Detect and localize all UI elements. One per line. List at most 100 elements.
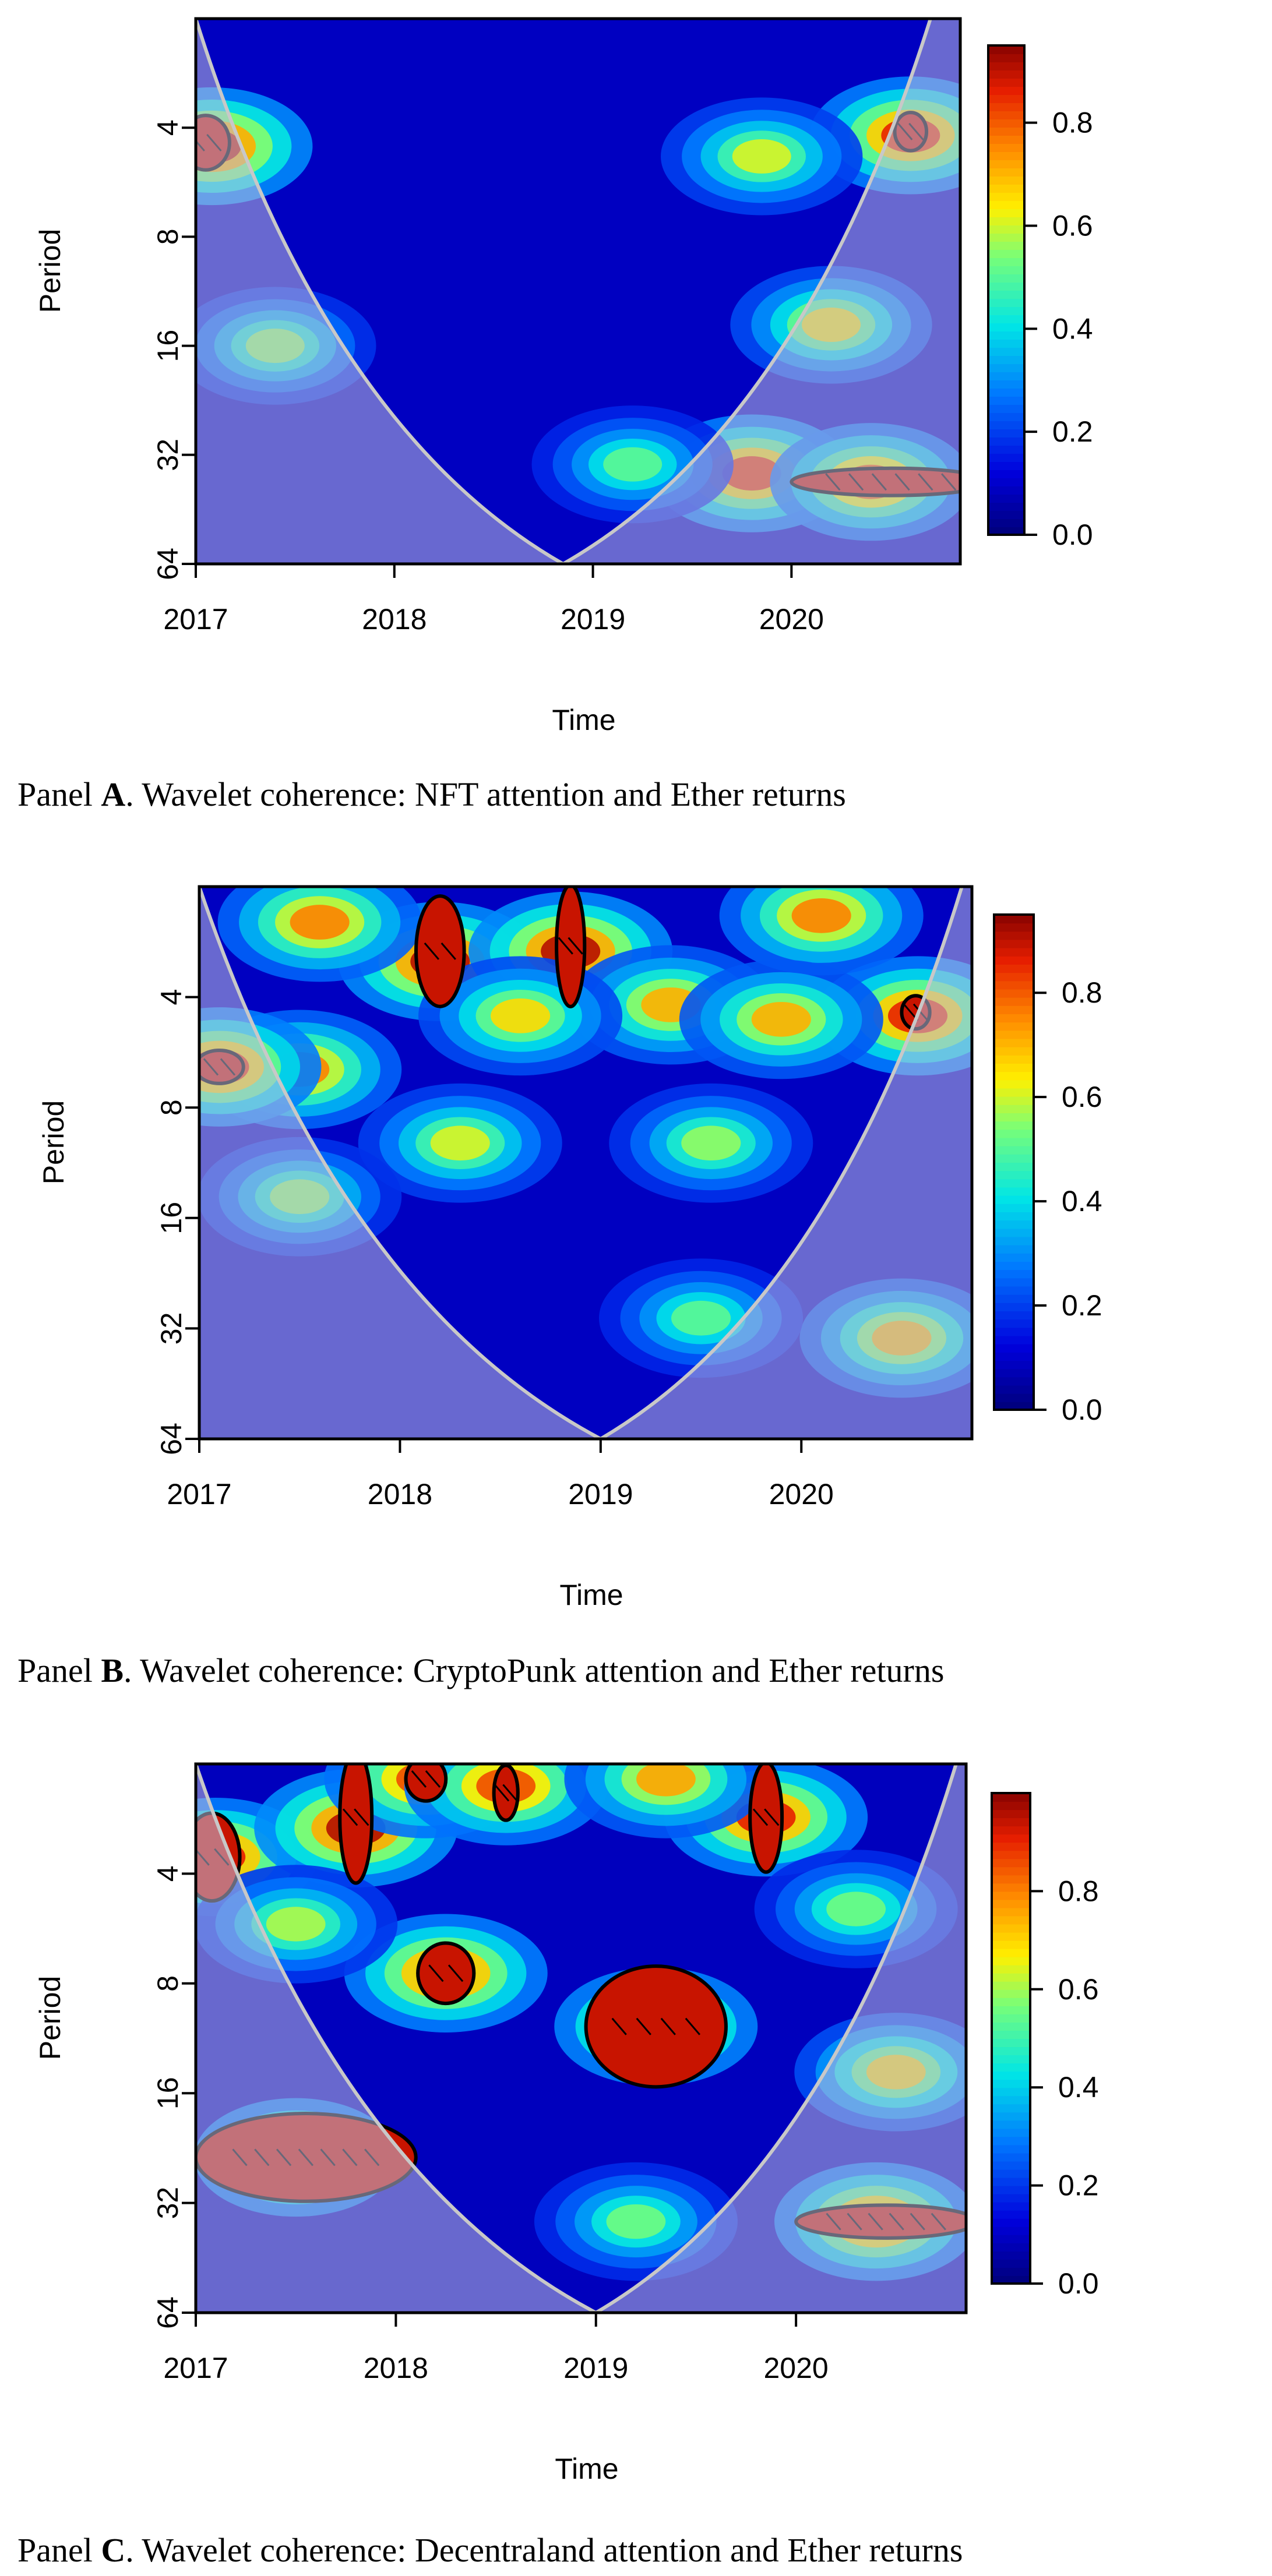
panel-caption: Panel A. Wavelet coherence: NFT attentio…: [17, 775, 846, 813]
colorbar-tick-label: 0.2: [1052, 415, 1093, 448]
significance-contour: [414, 894, 466, 1008]
panel-c: 2017 2018 2019 2020 Time 4 8 16 32 64 Period 0.0 0.2…: [17, 1762, 1099, 2569]
y-tick-label: 16: [155, 1202, 188, 1234]
x-axis-label: Time: [552, 704, 615, 736]
y-tick-label: 8: [151, 1975, 184, 1992]
phase-arrow: [611, 2017, 627, 2035]
phase-arrow: [685, 2017, 701, 2035]
coherence-region: [358, 1083, 562, 1203]
significance-contour: [555, 887, 587, 1008]
y-tick-label: 64: [151, 548, 184, 580]
significance-contour: [416, 1941, 476, 2006]
y-tick-label: 4: [151, 1865, 184, 1882]
cone-of-influence-line: [196, 19, 932, 564]
plot-area: [199, 887, 972, 1439]
colorbar-tick-label: 0.2: [1062, 1289, 1102, 1322]
x-tick-label: 2020: [769, 1478, 834, 1511]
panel-caption: Panel B. Wavelet coherence: CryptoPunk a…: [17, 1652, 944, 1689]
phase-arrow: [424, 942, 439, 960]
phase-arrow: [558, 937, 573, 955]
y-tick-label: 32: [151, 439, 184, 471]
phase-arrow: [428, 1964, 444, 1982]
y-tick-label: 4: [155, 989, 188, 1005]
cone-of-influence-shade: [199, 887, 972, 1439]
coherence-region: [719, 887, 924, 976]
cone-of-influence-shade: [196, 19, 960, 564]
plot-frame: [194, 1762, 968, 2314]
y-tick-label: 64: [151, 2296, 184, 2329]
plot-frame: [198, 885, 974, 1441]
significance-contour: [404, 1764, 448, 1803]
colorbar-tick-label: 0.8: [1062, 976, 1102, 1009]
plot-frame: [194, 17, 962, 566]
plot-area: [196, 19, 960, 564]
colorbar-tick-label: 0.8: [1058, 1875, 1099, 1907]
panel-caption: Panel C. Wavelet coherence: Decentraland…: [17, 2531, 963, 2569]
coherence-region: [418, 956, 623, 1076]
caption-text: . Wavelet coherence: Decentraland attent…: [125, 2531, 963, 2569]
colorbar-tick-label: 0.6: [1052, 209, 1093, 242]
colorbar-tick-label: 0.8: [1052, 107, 1093, 139]
y-axis-label: Period: [34, 1976, 66, 2060]
significance-contour: [492, 1764, 520, 1822]
colorbar-tick-label: 0.4: [1052, 312, 1093, 345]
x-tick-label: 2019: [561, 603, 625, 636]
x-tick-label: 2020: [759, 603, 824, 636]
x-tick-label: 2017: [163, 603, 228, 636]
colorbar-tick-label: 0.0: [1062, 1393, 1102, 1426]
colorbar: 0.0 0.2 0.4 0.6 0.8: [991, 1792, 1099, 2300]
y-tick-label: 8: [155, 1099, 188, 1116]
caption-letter: C: [101, 2531, 125, 2569]
phase-arrow: [494, 1784, 510, 1802]
y-tick-label: 8: [151, 228, 184, 245]
caption-letter: B: [101, 1652, 124, 1689]
x-tick-label: 2018: [364, 2352, 428, 2384]
colorbar-tick-label: 0.4: [1058, 2071, 1099, 2104]
colorbar-tick-label: 0.0: [1058, 2267, 1099, 2300]
x-axis-label: Time: [559, 1579, 623, 1611]
panel-b: 2017 2018 2019 2020 Time 4 8 16 32 64 Period 0.0 0.2…: [17, 885, 1102, 1689]
cone-of-influence-line: [196, 1764, 958, 2313]
phase-arrow: [764, 1808, 780, 1826]
x-tick-label: 2017: [163, 2352, 228, 2384]
y-tick-label: 32: [155, 1312, 188, 1345]
x-tick-label: 2020: [764, 2352, 829, 2384]
significance-contour: [338, 1764, 374, 1885]
x-axis-label: Time: [555, 2453, 618, 2485]
coherence-region: [217, 887, 422, 982]
phase-arrow: [660, 2017, 676, 2035]
caption-label: Panel: [17, 2531, 101, 2569]
colorbar-tick-label: 0.4: [1062, 1185, 1102, 1218]
y-tick-label: 32: [151, 2187, 184, 2219]
y-tick-label: 4: [151, 119, 184, 136]
phase-arrow: [342, 1808, 358, 1826]
colorbar-tick-label: 0.6: [1062, 1081, 1102, 1113]
significance-contour: [584, 1964, 728, 2089]
x-tick-label: 2019: [563, 2352, 628, 2384]
coherence-region: [679, 959, 883, 1079]
x-tick-label: 2018: [362, 603, 427, 636]
phase-arrow: [752, 1808, 769, 1826]
coherence-region: [564, 1764, 768, 1839]
colorbar-tick-label: 0.2: [1058, 2169, 1099, 2202]
phase-arrow: [354, 1808, 369, 1826]
phase-arrow: [441, 942, 456, 960]
phase-arrow: [568, 937, 583, 955]
phase-arrow: [425, 1770, 441, 1788]
phase-arrow: [636, 2017, 651, 2035]
y-tick-label: 16: [151, 2077, 184, 2109]
significance-contour: [748, 1764, 784, 1874]
plot-area: [196, 1764, 966, 2313]
caption-text: . Wavelet coherence: NFT attention and E…: [125, 775, 846, 813]
cone-of-influence-shade: [196, 1764, 966, 2313]
caption-label: Panel: [17, 1652, 101, 1689]
y-tick-label: 64: [155, 1423, 188, 1455]
caption-letter: A: [101, 775, 125, 813]
coherence-region: [609, 1083, 813, 1203]
coherence-region: [661, 97, 863, 216]
colorbar: 0.0 0.2 0.4 0.6 0.8: [987, 44, 1093, 551]
x-tick-label: 2019: [568, 1478, 633, 1511]
x-tick-label: 2018: [368, 1478, 432, 1511]
y-tick-label: 16: [151, 330, 184, 362]
